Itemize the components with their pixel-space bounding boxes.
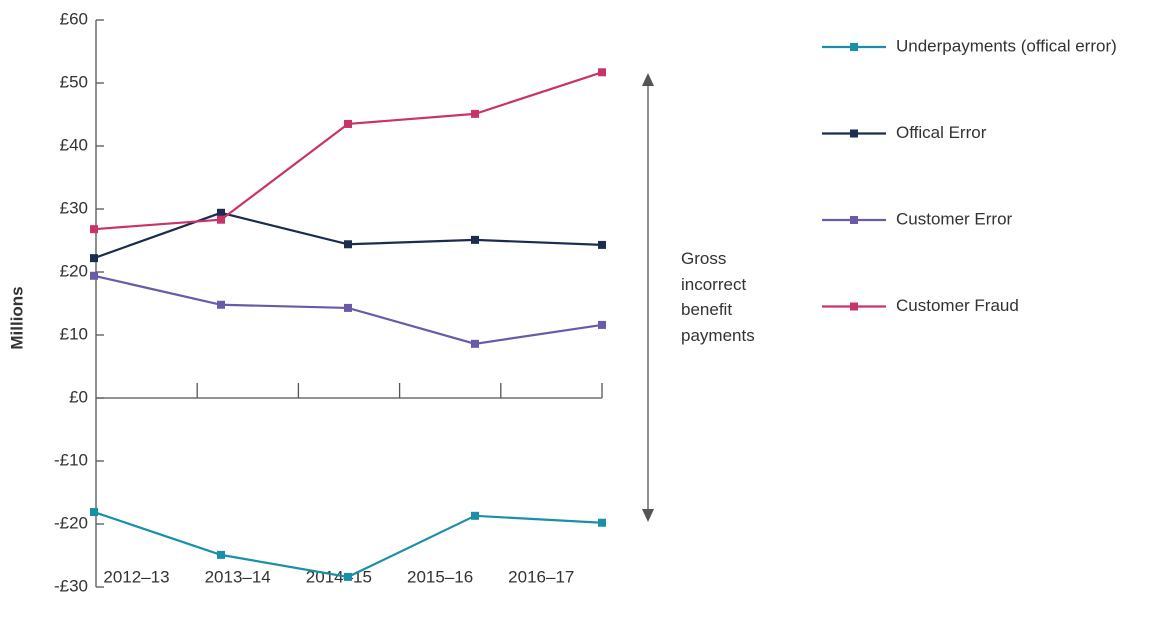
point <box>598 518 606 527</box>
y-tick-label: -£10 <box>54 450 88 469</box>
legend-marker <box>850 302 858 311</box>
y-tick-label: £0 <box>69 387 88 406</box>
point <box>344 303 352 312</box>
point <box>217 300 225 309</box>
y-tick-label: -£30 <box>54 576 88 595</box>
y-tick-label: £60 <box>60 9 88 28</box>
point <box>598 320 606 329</box>
point <box>471 235 479 244</box>
point <box>90 271 98 280</box>
legend-label: Customer Fraud <box>896 296 1019 315</box>
point <box>598 68 606 77</box>
legend-label: Customer Error <box>896 209 1013 228</box>
y-tick-label: £50 <box>60 72 88 91</box>
point <box>344 240 352 249</box>
y-tick-label: £30 <box>60 198 88 217</box>
legend-marker <box>850 129 858 138</box>
x-tick-label: 2012–13 <box>103 567 169 586</box>
series-line <box>93 211 603 260</box>
x-tick-label: 2016–17 <box>508 567 574 586</box>
point <box>471 109 479 118</box>
annotation-arrow <box>642 73 654 522</box>
point <box>471 339 479 348</box>
point <box>90 225 98 234</box>
y-tick-label: £20 <box>60 261 88 280</box>
series-line <box>93 71 603 231</box>
legend-label: Offical Error <box>896 123 987 142</box>
point <box>217 550 225 559</box>
y-axis-label: Millions <box>7 286 26 349</box>
point <box>217 208 225 217</box>
point <box>471 511 479 520</box>
annotation: Gross incorrect benefit payments <box>681 249 755 345</box>
point <box>90 254 98 263</box>
legend-label: Underpayments (offical error) <box>896 36 1117 55</box>
point <box>90 508 98 517</box>
point <box>344 119 352 128</box>
y-tick-label: £40 <box>60 135 88 154</box>
point <box>598 240 606 249</box>
point <box>344 572 352 581</box>
y-tick-label: -£20 <box>54 513 88 532</box>
x-tick-label: 2015–16 <box>407 567 473 586</box>
legend-marker <box>850 43 858 51</box>
point <box>217 215 225 224</box>
legend-marker <box>850 216 858 224</box>
x-tick-label: 2013–14 <box>205 567 271 586</box>
y-tick-label: £10 <box>60 324 88 343</box>
